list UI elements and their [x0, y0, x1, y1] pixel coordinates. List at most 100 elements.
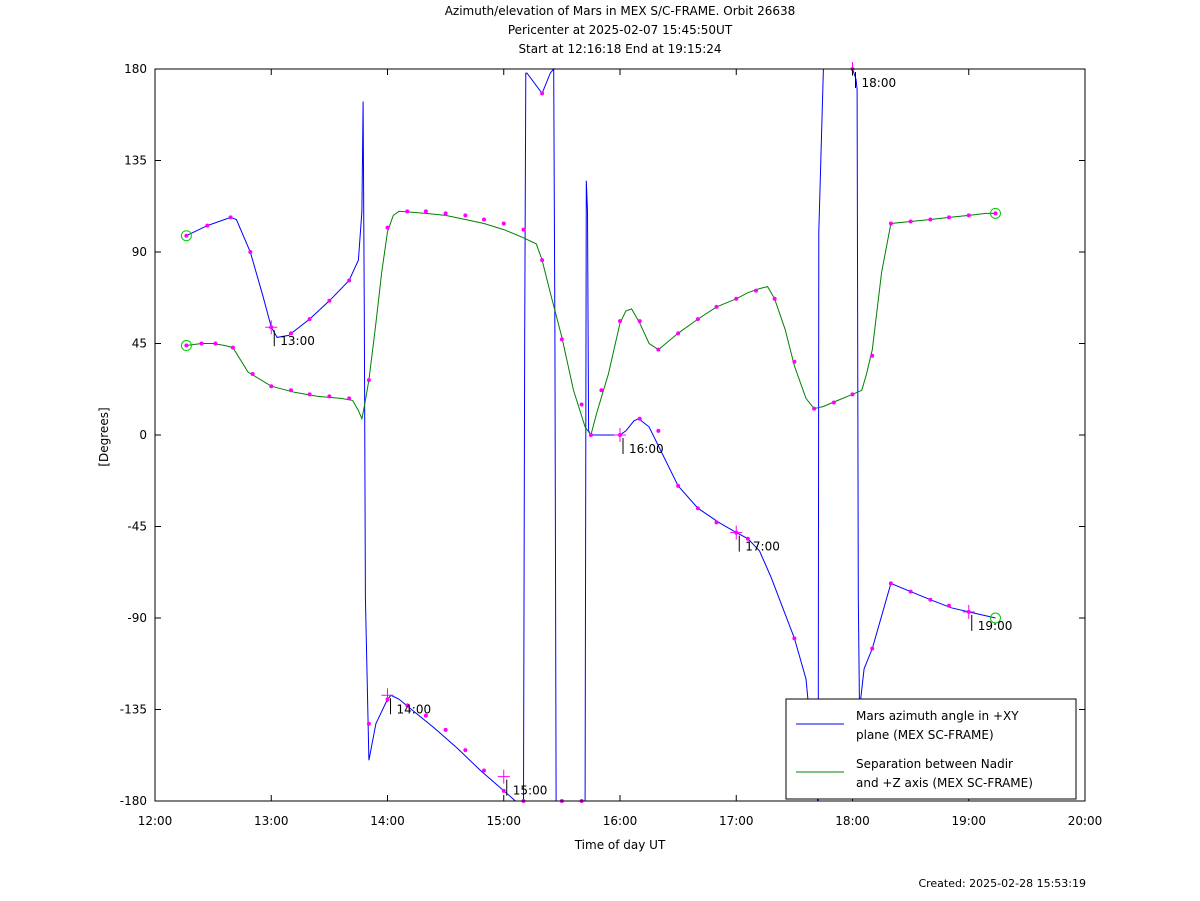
data-point-marker: [928, 217, 933, 222]
data-point-marker: [908, 589, 913, 594]
data-point-marker: [228, 215, 233, 220]
y-axis-label: [Degrees]: [97, 407, 111, 466]
y-tick-label: -45: [127, 520, 147, 534]
data-point-marker: [481, 768, 486, 773]
data-point-marker: [618, 319, 622, 324]
series-start-marker: [180, 340, 192, 352]
data-point-marker: [269, 384, 274, 389]
x-tick-label: 15:00: [486, 814, 521, 828]
data-point-marker: [423, 713, 428, 718]
hour-label: 17:00: [745, 540, 780, 554]
y-tick-label: 180: [124, 62, 147, 76]
chart-title-line-3: Start at 12:16:18 End at 19:15:24: [518, 42, 722, 56]
data-point-marker: [289, 331, 294, 336]
y-tick-label: 45: [132, 337, 147, 351]
hour-label: 16:00: [629, 442, 664, 456]
data-point-marker: [850, 392, 855, 397]
legend-entry-text: plane (MEX SC-FRAME): [856, 728, 994, 742]
data-point-marker: [230, 345, 235, 350]
data-point-marker: [946, 215, 951, 220]
series-start-marker: [180, 230, 192, 242]
data-point-marker: [423, 209, 428, 214]
y-tick-label: -180: [120, 794, 147, 808]
data-point-marker: [327, 394, 332, 399]
data-point-marker: [559, 337, 564, 342]
data-point-marker: [184, 343, 189, 348]
data-point-marker: [772, 296, 777, 301]
y-tick-label: 90: [132, 245, 147, 259]
data-point-marker: [540, 258, 545, 263]
data-point-marker: [993, 211, 998, 216]
legend-entry-text: Mars azimuth angle in +XY: [856, 709, 1019, 723]
y-tick-label: 0: [139, 428, 147, 442]
data-point-marker: [831, 400, 836, 405]
data-point-marker: [205, 223, 210, 228]
data-point-marker: [327, 298, 332, 303]
legend-entry-text: Separation between Nadir: [856, 757, 1013, 771]
data-point-marker: [714, 304, 719, 309]
chart-axes-layer: 12:00 13:00 14:00 15:00 16:00 17:00 18:00 19:00…: [120, 62, 1103, 828]
x-tick-label: 14:00: [370, 814, 405, 828]
data-point-marker: [307, 317, 312, 322]
data-point-marker: [184, 233, 189, 238]
chart-title-line-1: Azimuth/elevation of Mars in MEX S/C-FRA…: [444, 4, 796, 18]
data-point-marker: [946, 603, 951, 608]
data-point-marker: [385, 225, 390, 230]
data-point-marker: [521, 227, 526, 232]
data-point-marker: [579, 402, 584, 407]
data-point-marker: [812, 406, 817, 411]
x-tick-label: 18:00: [835, 814, 870, 828]
data-point-marker: [463, 748, 468, 753]
chart-title-line-2: Pericenter at 2025-02-07 15:45:50UT: [507, 23, 733, 37]
hour-label: 13:00: [280, 334, 315, 348]
chart-legend: Mars azimuth angle in +XY plane (MEX SC-F…: [785, 698, 1077, 800]
x-tick-label: 17:00: [719, 814, 754, 828]
data-point-marker: [599, 388, 604, 393]
data-point-marker: [792, 359, 797, 364]
y-tick-label: 135: [124, 154, 147, 168]
data-point-marker: [908, 219, 913, 224]
data-point-marker: [870, 646, 875, 651]
data-point-marker: [637, 416, 642, 421]
data-point-marker: [588, 433, 593, 437]
data-point-marker: [443, 211, 448, 216]
data-point-marker: [366, 378, 371, 383]
data-point-marker: [637, 319, 642, 324]
data-point-marker: [307, 392, 312, 397]
series-end-marker: [989, 612, 1001, 624]
data-point-marker: [695, 506, 700, 511]
data-point-marker: [792, 636, 797, 641]
data-point-marker: [250, 372, 255, 376]
y-tick-label: -90: [127, 611, 147, 625]
x-tick-label: 20:00: [1068, 814, 1103, 828]
data-point-marker: [656, 428, 661, 433]
hour-label: 18:00: [862, 76, 897, 90]
x-axis-label: Time of day UT: [574, 838, 666, 852]
data-point-marker: [199, 341, 204, 346]
data-point-marker: [966, 213, 971, 218]
data-point-marker: [481, 217, 486, 222]
data-point-marker: [501, 221, 506, 226]
hour-label: 15:00: [513, 784, 548, 798]
data-point-marker: [405, 209, 410, 214]
data-point-marker: [745, 536, 750, 541]
chart-marks-layer: 13:00 14:00 15:00 16:00 17:00 18:00 19:00: [180, 62, 1013, 803]
y-tick-label: -135: [120, 703, 147, 717]
data-point-marker: [676, 331, 681, 336]
hour-label: 19:00: [978, 619, 1013, 633]
legend-box: [785, 698, 1077, 800]
data-point-marker: [888, 221, 893, 226]
data-point-marker: [734, 296, 739, 301]
legend-entry-text: and +Z axis (MEX SC-FRAME): [856, 776, 1033, 790]
data-point-marker: [347, 278, 352, 283]
data-point-marker: [289, 388, 294, 393]
x-tick-label: 16:00: [603, 814, 638, 828]
data-point-marker: [463, 213, 468, 218]
data-point-marker: [443, 727, 448, 732]
data-point-marker: [888, 581, 893, 586]
data-point-marker: [405, 703, 410, 708]
data-point-marker: [714, 520, 719, 525]
x-tick-label: 19:00: [951, 814, 986, 828]
data-point-marker: [928, 597, 933, 602]
